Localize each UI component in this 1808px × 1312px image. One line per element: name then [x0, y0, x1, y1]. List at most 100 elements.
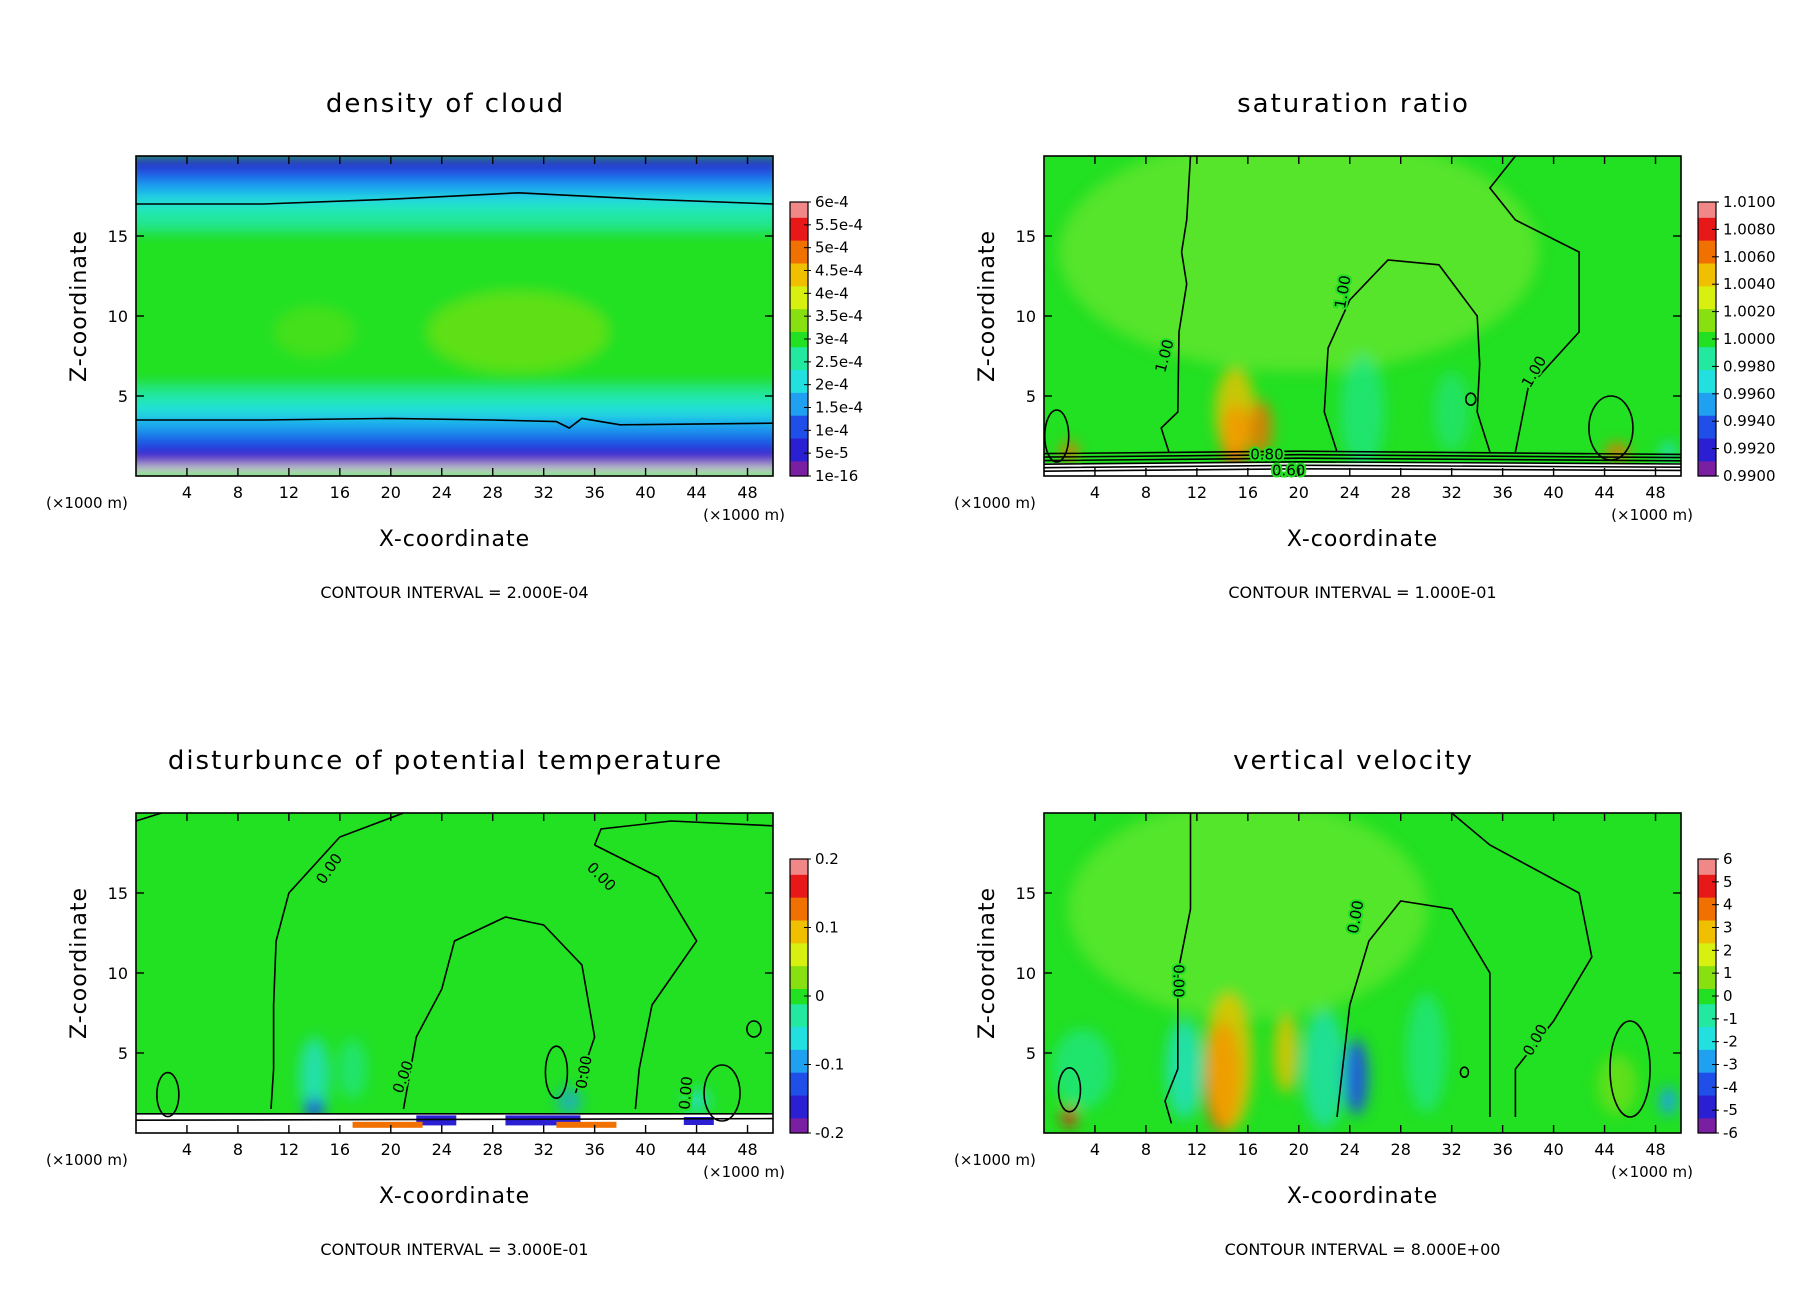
colorbar-segment [1698, 316, 1716, 325]
colorbar-segment [1698, 1087, 1716, 1096]
contour-interval-note: CONTOUR INTERVAL = 2.000E-04 [320, 583, 588, 602]
x-axis-label: X-coordinate [379, 1184, 530, 1209]
colorbar-segment [790, 1094, 808, 1104]
colorbar-segment [790, 369, 808, 378]
colorbar-label: 1.5e-4 [815, 399, 863, 417]
field-blob [1215, 367, 1256, 457]
colorbar-label: 2 [1723, 941, 1733, 959]
x-tick-label: 8 [1141, 483, 1151, 502]
contour-line [544, 1045, 569, 1099]
field-band [136, 207, 773, 228]
colorbar-segment [1698, 468, 1716, 477]
x-tick-label: 40 [635, 1140, 655, 1159]
colorbar-segment [790, 354, 808, 363]
contour-line [1323, 259, 1491, 453]
colorbar-label: 2e-4 [815, 376, 849, 394]
colorbar-segment [1698, 232, 1716, 241]
colorbar-segment [1698, 881, 1716, 891]
field-band [136, 180, 773, 195]
x-unit-label-right: (×1000 m) [703, 1163, 785, 1181]
x-tick-label: 8 [233, 1140, 243, 1159]
colorbar-segment [790, 1018, 808, 1028]
x-tick-label: 48 [1645, 483, 1665, 502]
field-patch [505, 1115, 581, 1126]
colorbar-segment [1698, 331, 1716, 340]
color-field [1044, 813, 1681, 1133]
colorbar-segment [790, 965, 808, 974]
colorbar-segment [790, 316, 808, 325]
colorbar-label: 1.0000 [1723, 330, 1776, 348]
field-blob [1204, 991, 1253, 1131]
colorbar-segment [1698, 1094, 1716, 1104]
contour-line [1464, 392, 1477, 407]
x-tick-label: 24 [432, 483, 452, 502]
x-tick-label: 4 [1090, 1140, 1100, 1159]
colorbar-segment [790, 407, 808, 416]
colorbar-label: 0.9980 [1723, 357, 1776, 375]
y-tick-label: 5 [1026, 1044, 1036, 1063]
colorbar-segment [790, 1072, 808, 1081]
colorbar-segment [790, 468, 808, 477]
field-blob [1660, 442, 1677, 462]
x-tick-label: 40 [1543, 1140, 1563, 1159]
colorbar-segment [790, 308, 808, 317]
x-tick-label: 40 [1543, 483, 1563, 502]
x-tick-label: 20 [381, 483, 401, 502]
colorbar-segment [1698, 361, 1716, 371]
colorbar-segment [790, 957, 808, 967]
field-blob [1061, 442, 1078, 462]
x-axis-label: X-coordinate [1287, 1184, 1438, 1209]
colorbar: -6 -5 -4 -3 -2 -1 0 1 2 3 4 5 6 [1697, 850, 1738, 1142]
colorbar-segment [790, 988, 808, 997]
y-tick-label: 10 [1016, 307, 1036, 326]
contour-lines [136, 813, 773, 1122]
contour-lines [1057, 813, 1651, 1124]
contour-line [1044, 457, 1681, 462]
colorbar-segment [790, 278, 808, 287]
colorbar-segment [1698, 202, 1716, 211]
x-tick-label: 36 [584, 1140, 604, 1159]
colorbar-segment [790, 1064, 808, 1073]
colorbar-segment [790, 453, 808, 462]
colorbar-label: -0.1 [815, 1056, 844, 1074]
colorbar-segment [1698, 859, 1716, 868]
field-band [136, 388, 773, 404]
colorbar-segment [1698, 957, 1716, 967]
colorbar-segment [790, 1011, 808, 1020]
field-band [136, 434, 773, 449]
colorbar-segment [1698, 430, 1716, 439]
field-band [136, 468, 773, 476]
contour-line [156, 1071, 180, 1118]
x-tick-label: 48 [737, 1140, 757, 1159]
colorbar-segment [1698, 1117, 1716, 1126]
colorbar-label: 5e-5 [815, 444, 849, 462]
colorbar-segment [790, 247, 808, 256]
colorbar-segment [790, 927, 808, 936]
x-tick-label: 24 [1340, 483, 1360, 502]
field-blob [1067, 813, 1428, 1019]
contour-line [1336, 900, 1491, 1118]
colorbar-segment [1698, 407, 1716, 416]
y-tick-label: 10 [108, 307, 128, 326]
colorbar-label: 1.0060 [1723, 248, 1776, 266]
contour-line [1164, 813, 1192, 1124]
colorbar-segment [1698, 965, 1716, 974]
colorbar-segment [1698, 415, 1716, 424]
colorbar-label: 4 [1723, 896, 1733, 914]
contour-line [703, 1064, 741, 1122]
x-tick-label: 48 [1645, 1140, 1665, 1159]
x-tick-label: 28 [483, 1140, 503, 1159]
colorbar-segment [1698, 1018, 1716, 1028]
x-tick-label: 12 [279, 1140, 299, 1159]
colorbar-segment [1698, 354, 1716, 363]
colorbar-segment [790, 996, 808, 1005]
colorbar-segment [1698, 904, 1716, 913]
field-blob [1660, 1087, 1677, 1115]
colorbar-segment [1698, 270, 1716, 279]
colorbar-label: -4 [1723, 1078, 1738, 1096]
colorbar-segment [790, 270, 808, 279]
x-tick-label: 12 [1187, 483, 1207, 502]
x-tick-label: 28 [1391, 1140, 1411, 1159]
field-blob [1058, 156, 1539, 372]
